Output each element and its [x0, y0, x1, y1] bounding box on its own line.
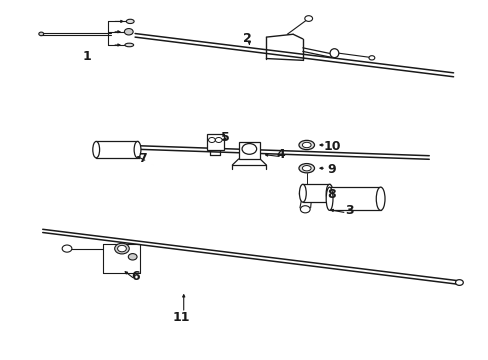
Text: 2: 2 — [242, 32, 251, 45]
Bar — [206, 134, 224, 150]
Circle shape — [124, 28, 133, 35]
Text: 5: 5 — [220, 131, 229, 144]
Ellipse shape — [298, 163, 314, 173]
Text: 6: 6 — [130, 270, 139, 283]
Circle shape — [300, 206, 309, 213]
Circle shape — [117, 246, 126, 252]
Circle shape — [128, 253, 137, 260]
Ellipse shape — [329, 49, 338, 58]
Ellipse shape — [302, 166, 310, 171]
Bar — [329, 187, 380, 210]
Ellipse shape — [299, 189, 313, 198]
Ellipse shape — [302, 142, 310, 148]
Ellipse shape — [134, 141, 141, 158]
Ellipse shape — [325, 187, 332, 210]
Text: 9: 9 — [327, 163, 336, 176]
Text: 7: 7 — [138, 152, 146, 165]
Ellipse shape — [93, 141, 100, 158]
Text: 10: 10 — [323, 140, 340, 153]
Circle shape — [215, 138, 222, 143]
Text: 3: 3 — [344, 204, 353, 217]
Ellipse shape — [298, 140, 314, 150]
Text: 1: 1 — [82, 50, 91, 63]
Ellipse shape — [126, 19, 134, 23]
Text: 4: 4 — [276, 148, 285, 162]
Ellipse shape — [39, 32, 43, 36]
Circle shape — [115, 243, 129, 254]
Ellipse shape — [299, 184, 305, 202]
Text: 11: 11 — [172, 311, 190, 324]
Ellipse shape — [375, 187, 384, 210]
Circle shape — [208, 138, 215, 143]
Circle shape — [242, 144, 256, 154]
Bar — [96, 141, 137, 158]
Circle shape — [304, 16, 312, 21]
Circle shape — [62, 245, 72, 252]
Circle shape — [455, 280, 462, 285]
Ellipse shape — [325, 184, 332, 202]
Bar — [302, 184, 329, 202]
Bar — [238, 142, 260, 159]
Text: 8: 8 — [327, 188, 336, 201]
Ellipse shape — [124, 43, 133, 47]
Circle shape — [368, 56, 374, 60]
